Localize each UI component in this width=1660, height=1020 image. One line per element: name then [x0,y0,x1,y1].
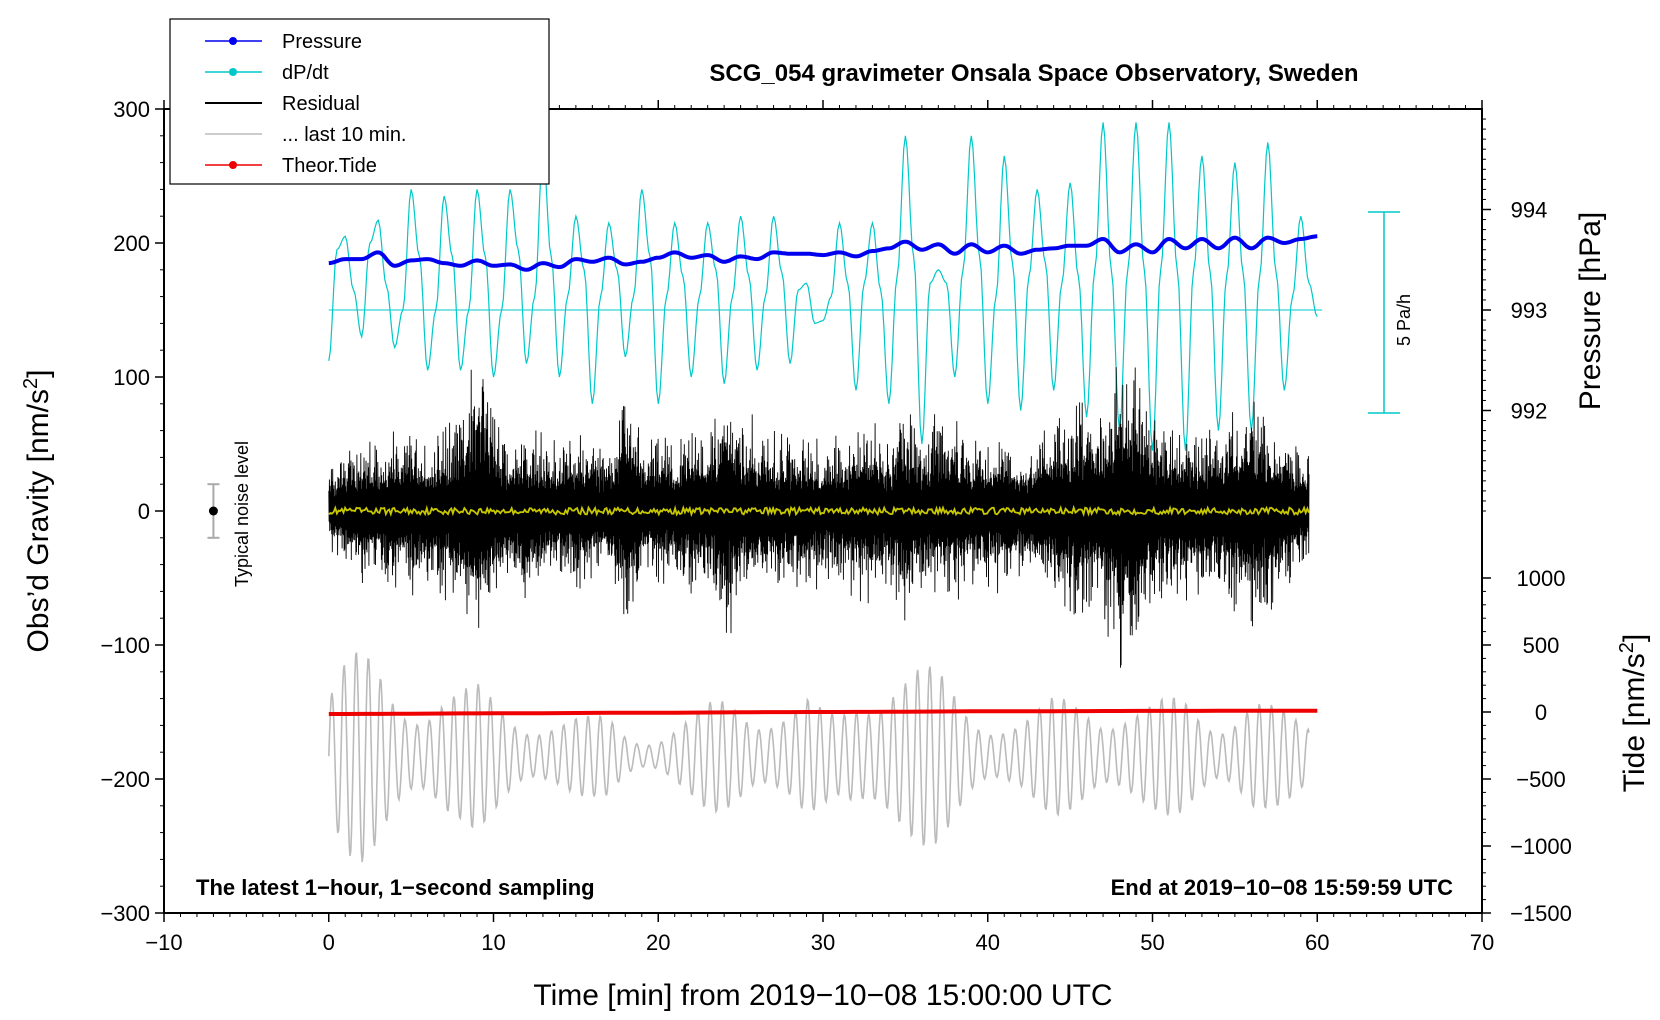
pressure-axis-title: Pressure [hPa] [1574,212,1607,410]
tide-tick-label: 1000 [1517,566,1566,591]
legend-marker [229,68,237,76]
series-theor-tide [328,708,1318,716]
chart-title: SCG_054 gravimeter Onsala Space Observat… [709,60,1358,87]
footer-left: The latest 1−hour, 1−second sampling [196,875,595,900]
series-layer [328,122,1323,863]
x-tick-label: 60 [1305,930,1329,955]
left-tick-label: 100 [113,365,150,390]
left-tick-label: 300 [113,97,150,122]
tide-tick-label: −500 [1516,767,1566,792]
tide-axis: 1000 500 0 −500 −1000 −1500 [1482,566,1572,926]
tide-tick-label: −1000 [1510,834,1572,859]
legend: Pressure dP/dt Residual ... last 10 min. The… [169,18,550,185]
series-residual-filtered [328,504,1310,518]
left-axis-title-sup: 2 [20,378,42,389]
x-tick-label: 10 [481,930,505,955]
x-axis: −10 0 10 20 30 40 50 60 70 [145,100,1494,955]
tide-tick-label: 0 [1535,700,1547,725]
left-y-axis: 300 200 100 0 −100 −200 −300 [100,97,164,926]
x-tick-label: 30 [811,930,835,955]
x-tick-label: 0 [323,930,335,955]
legend-label: Pressure [282,31,362,53]
dpdt-scale-bar [1368,211,1400,414]
footer-right: End at 2019−10−08 15:59:59 UTC [1111,875,1454,900]
left-tick-label: −300 [100,901,150,926]
left-tick-label: 200 [113,231,150,256]
noise-level-label: Typical noise level [232,441,252,587]
noise-level-indicator [207,483,220,539]
legend-box [169,18,550,185]
tide-tick-label: −1500 [1510,901,1572,926]
x-axis-title: Time [min] from 2019−10−08 15:00:00 UTC [533,979,1112,1012]
x-tick-label: 40 [976,930,1000,955]
legend-label: ... last 10 min. [282,124,407,146]
tide-axis-title: Tide [nm/s2] [1616,634,1651,792]
left-tick-label: 0 [138,499,150,524]
left-axis-title: Obs’d Gravity [nm/s2] [20,370,55,653]
legend-marker [229,161,237,169]
series-last-10-min [328,652,1310,863]
pressure-tick-label: 992 [1511,399,1548,424]
legend-label: Theor.Tide [282,155,377,177]
noise-dot [208,506,218,516]
legend-marker [229,37,237,45]
tide-tick-label: 500 [1523,633,1560,658]
pressure-axis: 994 993 992 [1482,118,1548,512]
left-tick-label: −100 [100,633,150,658]
tide-axis-title-end: ] [1618,634,1651,642]
x-tick-label: −10 [145,930,182,955]
tide-axis-title-main: Tide [nm/s [1618,653,1651,792]
series-pressure [328,234,1318,272]
x-tick-label: 50 [1140,930,1164,955]
x-tick-label: 20 [646,930,670,955]
pressure-tick-label: 994 [1511,198,1548,223]
left-axis-title-end: ] [22,370,55,378]
series-residual [328,367,1310,668]
tide-axis-title-sup: 2 [1616,642,1638,653]
legend-label: Residual [282,93,360,115]
series-dpdt [328,122,1318,451]
scale-bar-label: 5 Pa/h [1394,294,1414,346]
legend-label: dP/dt [282,62,329,84]
pressure-tick-label: 993 [1511,298,1548,323]
left-tick-label: −200 [100,767,150,792]
x-tick-label: 70 [1470,930,1494,955]
left-axis-title-main: Obs’d Gravity [nm/s [22,389,55,652]
